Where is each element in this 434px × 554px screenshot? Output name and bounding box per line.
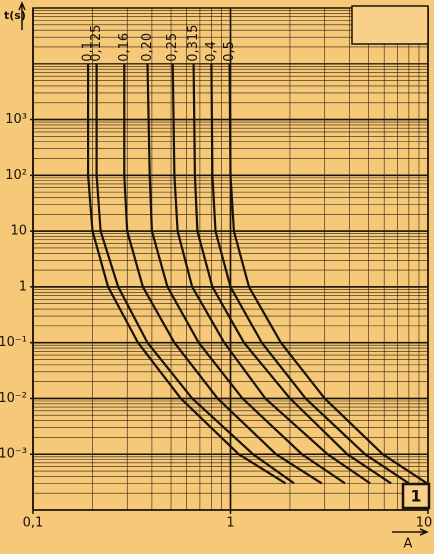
fuse-curve	[210, 63, 410, 485]
curve-label: 0,4	[204, 41, 219, 62]
x-tick-label: 0,1	[23, 516, 44, 531]
fuse-curve	[228, 63, 428, 485]
panel-box	[401, 482, 431, 510]
fuse-curve	[123, 63, 323, 485]
x-tick-label: 1	[226, 516, 234, 531]
y-tick-label: 10⁻²	[0, 391, 27, 406]
x-tick-label: 10	[416, 516, 433, 531]
curves	[87, 63, 428, 485]
fuse-curve	[171, 63, 371, 485]
y-tick-label: 10³	[5, 112, 27, 127]
curve-label: 0,315	[186, 25, 201, 62]
curve-label: 0,25	[165, 33, 180, 62]
fuse-curve	[87, 63, 287, 485]
curve-label: 0,20	[140, 33, 155, 62]
fuse-curve	[192, 63, 392, 485]
fuse-curve	[146, 63, 346, 485]
curve-label: 0,16	[117, 33, 132, 62]
fuse-curve	[95, 63, 295, 485]
curve-label: 0,125	[89, 25, 104, 62]
panel-label: 1	[410, 487, 421, 506]
y-tick-label: 1	[19, 279, 27, 294]
y-tick-label: 10⁻³	[0, 447, 27, 462]
curve-label: 0,5	[222, 41, 237, 62]
y-axis-label: t(s)	[4, 9, 26, 22]
y-tick-label: 10²	[5, 168, 27, 183]
y-arrow	[18, 1, 26, 30]
y-tick-label: 10⁻¹	[0, 335, 27, 350]
curve-label: 0,1	[81, 41, 96, 62]
y-tick-label: 10	[10, 224, 27, 239]
x-arrow	[392, 528, 429, 536]
blank-box	[351, 5, 429, 45]
x-axis-label: A	[404, 537, 413, 552]
